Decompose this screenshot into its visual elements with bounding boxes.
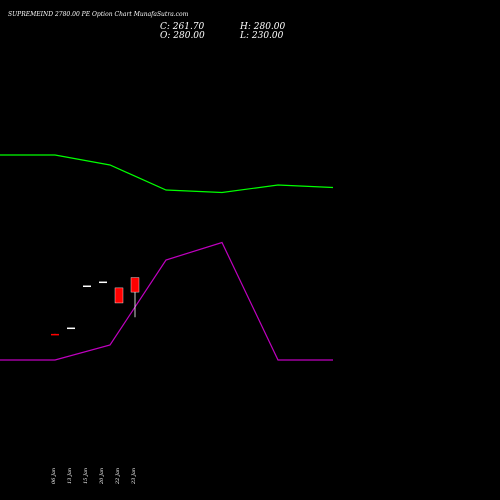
date-axis: 06 Jan 13 Jan 15 Jan 20 Jan 22 Jan 23 Jan	[51, 468, 137, 485]
date-label: 23 Jan	[131, 468, 137, 485]
date-label: 22 Jan	[115, 468, 121, 485]
candlestick-series	[51, 277, 140, 336]
chart-title: SUPREMEIND 2780.00 PE Option Chart Munaf…	[8, 11, 189, 18]
candle-body	[130, 277, 140, 293]
candle-body	[99, 281, 107, 284]
candle-body	[67, 327, 75, 330]
candle	[114, 287, 124, 304]
candle	[99, 281, 107, 284]
candle-body	[114, 287, 124, 304]
indicator-line-1	[0, 154, 334, 194]
candle	[130, 277, 140, 318]
date-label: 06 Jan	[51, 468, 57, 484]
date-label: 13 Jan	[67, 468, 73, 484]
candle	[51, 333, 59, 336]
candle-body	[83, 285, 91, 288]
high-value: H: 280.00	[239, 22, 286, 32]
candle-body	[51, 333, 59, 336]
indicator-line-2	[0, 241, 333, 361]
indicator-lines	[0, 154, 334, 361]
candle	[67, 327, 75, 330]
low-value: L: 230.00	[239, 31, 284, 41]
open-value: O: 280.00	[160, 31, 205, 41]
close-value: C: 261.70	[160, 22, 205, 32]
date-label: 20 Jan	[99, 468, 105, 485]
candle	[83, 285, 91, 288]
date-label: 15 Jan	[83, 468, 89, 484]
